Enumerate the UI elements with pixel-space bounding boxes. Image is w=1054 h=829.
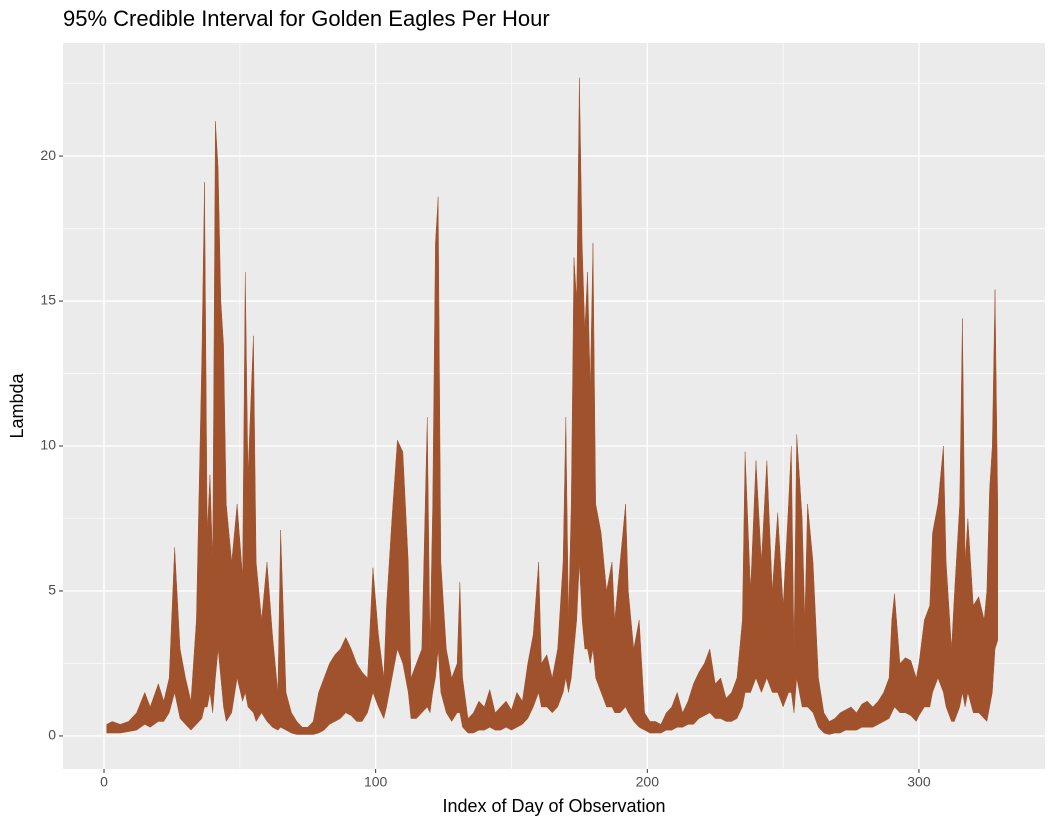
y-tick-label: 10	[40, 437, 56, 453]
chart-title: 95% Credible Interval for Golden Eagles …	[63, 6, 550, 31]
x-tick-label: 200	[636, 774, 660, 790]
x-axis-title: Index of Day of Observation	[442, 796, 665, 816]
x-tick-label: 300	[907, 774, 931, 790]
x-tick-label: 0	[100, 774, 108, 790]
y-tick-label: 20	[40, 147, 56, 163]
y-tick-label: 5	[48, 582, 56, 598]
credible-ribbon	[106, 77, 998, 735]
y-tick-label: 15	[40, 292, 56, 308]
y-tick-label: 0	[48, 727, 56, 743]
x-tick-label: 100	[364, 774, 388, 790]
y-axis-title: Lambda	[7, 372, 27, 438]
